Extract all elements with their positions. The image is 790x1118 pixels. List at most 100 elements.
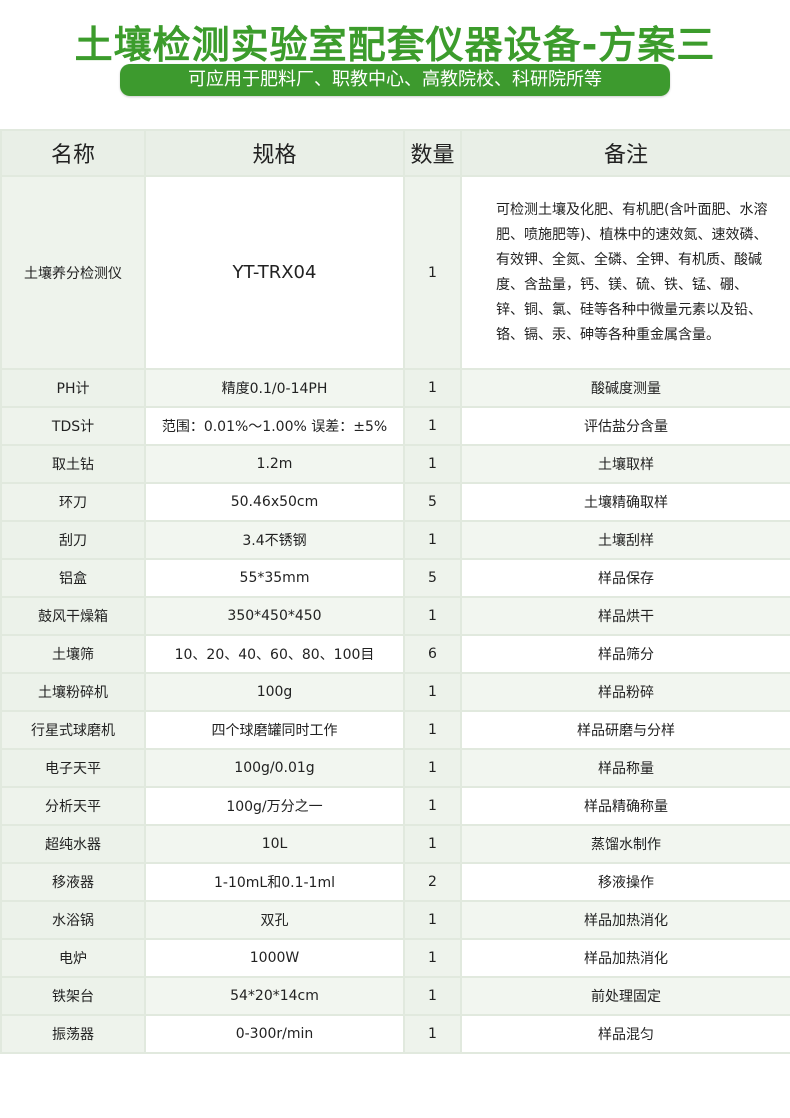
cell-name: 刮刀 [0, 520, 146, 560]
table-row: 土壤粉碎机 100g 1 样品粉碎 [0, 672, 790, 712]
cell-spec: 10、20、40、60、80、100目 [144, 634, 405, 674]
cell-name: 水浴锅 [0, 900, 146, 940]
header-note: 备注 [460, 129, 790, 177]
cell-qty: 1 [403, 824, 462, 864]
cell-qty: 1 [403, 672, 462, 712]
cell-spec: 54*20*14cm [144, 976, 405, 1016]
cell-spec: 100g/0.01g [144, 748, 405, 788]
cell-name: 行星式球磨机 [0, 710, 146, 750]
cell-qty: 1 [403, 368, 462, 408]
cell-spec: 1.2m [144, 444, 405, 484]
cell-name: 土壤粉碎机 [0, 672, 146, 712]
cell-note: 酸碱度测量 [460, 368, 790, 408]
cell-spec: 100g/万分之一 [144, 786, 405, 826]
table-row: 铝盒 55*35mm 5 样品保存 [0, 558, 790, 598]
cell-name: 移液器 [0, 862, 146, 902]
table-row: 取土钻 1.2m 1 土壤取样 [0, 444, 790, 484]
cell-name: 取土钻 [0, 444, 146, 484]
cell-spec: 0-300r/min [144, 1014, 405, 1054]
cell-note: 样品保存 [460, 558, 790, 598]
cell-qty: 1 [403, 976, 462, 1016]
cell-qty: 6 [403, 634, 462, 674]
cell-note: 可检测土壤及化肥、有机肥(含叶面肥、水溶肥、喷施肥等)、植株中的速效氮、速效磷、… [460, 175, 790, 370]
header-qty: 数量 [403, 129, 462, 177]
header-name: 名称 [0, 129, 146, 177]
cell-note: 样品粉碎 [460, 672, 790, 712]
cell-note: 样品精确称量 [460, 786, 790, 826]
cell-qty: 1 [403, 520, 462, 560]
table-row: 电子天平 100g/0.01g 1 样品称量 [0, 748, 790, 788]
header-spec: 规格 [144, 129, 405, 177]
page-title: 土壤检测实验室配套仪器设备-方案三 [74, 23, 716, 67]
table-row: TDS计 范围：0.01%～1.00% 误差：±5% 1 评估盐分含量 [0, 406, 790, 446]
table-row: 超纯水器 10L 1 蒸馏水制作 [0, 824, 790, 864]
cell-qty: 1 [403, 710, 462, 750]
cell-qty: 1 [403, 786, 462, 826]
table-row: 铁架台 54*20*14cm 1 前处理固定 [0, 976, 790, 1016]
table-row: 分析天平 100g/万分之一 1 样品精确称量 [0, 786, 790, 826]
table-row-main: 土壤养分检测仪 YT-TRX04 1 可检测土壤及化肥、有机肥(含叶面肥、水溶肥… [0, 175, 790, 370]
cell-name: 土壤养分检测仪 [0, 175, 146, 370]
cell-spec: 1000W [144, 938, 405, 978]
cell-spec: 双孔 [144, 900, 405, 940]
cell-qty: 1 [403, 175, 462, 370]
cell-qty: 1 [403, 900, 462, 940]
cell-name: 土壤筛 [0, 634, 146, 674]
cell-qty: 1 [403, 1014, 462, 1054]
equipment-table: 名称 规格 数量 备注 土壤养分检测仪 YT-TRX04 1 可检测土壤及化肥、… [0, 129, 790, 1054]
cell-qty: 2 [403, 862, 462, 902]
table-row: 行星式球磨机 四个球磨罐同时工作 1 样品研磨与分样 [0, 710, 790, 750]
cell-qty: 1 [403, 938, 462, 978]
cell-spec: 3.4不锈钢 [144, 520, 405, 560]
table-row: 移液器 1-10mL和0.1-1ml 2 移液操作 [0, 862, 790, 902]
table-row: 刮刀 3.4不锈钢 1 土壤刮样 [0, 520, 790, 560]
cell-spec: 四个球磨罐同时工作 [144, 710, 405, 750]
cell-note: 样品加热消化 [460, 900, 790, 940]
cell-spec: 10L [144, 824, 405, 864]
cell-note: 土壤刮样 [460, 520, 790, 560]
cell-qty: 1 [403, 596, 462, 636]
cell-note: 前处理固定 [460, 976, 790, 1016]
table-row: 环刀 50.46x50cm 5 土壤精确取样 [0, 482, 790, 522]
cell-note: 样品烘干 [460, 596, 790, 636]
cell-note: 样品筛分 [460, 634, 790, 674]
cell-qty: 1 [403, 748, 462, 788]
cell-spec: 50.46x50cm [144, 482, 405, 522]
cell-note: 样品称量 [460, 748, 790, 788]
cell-spec: 范围：0.01%～1.00% 误差：±5% [144, 406, 405, 446]
cell-name: 铁架台 [0, 976, 146, 1016]
cell-spec: 350*450*450 [144, 596, 405, 636]
cell-note: 评估盐分含量 [460, 406, 790, 446]
table-row: 土壤筛 10、20、40、60、80、100目 6 样品筛分 [0, 634, 790, 674]
cell-name: 电子天平 [0, 748, 146, 788]
cell-name: 环刀 [0, 482, 146, 522]
cell-name: 振荡器 [0, 1014, 146, 1054]
table-header: 名称 规格 数量 备注 [0, 129, 790, 177]
cell-note: 土壤取样 [460, 444, 790, 484]
cell-qty: 5 [403, 558, 462, 598]
cell-note: 样品研磨与分样 [460, 710, 790, 750]
table-row: 鼓风干燥箱 350*450*450 1 样品烘干 [0, 596, 790, 636]
cell-name: PH计 [0, 368, 146, 408]
cell-qty: 1 [403, 444, 462, 484]
table-row: PH计 精度0.1/0-14PH 1 酸碱度测量 [0, 368, 790, 408]
cell-note: 土壤精确取样 [460, 482, 790, 522]
cell-note: 样品加热消化 [460, 938, 790, 978]
table-row: 振荡器 0-300r/min 1 样品混匀 [0, 1014, 790, 1054]
cell-name: 分析天平 [0, 786, 146, 826]
cell-qty: 1 [403, 406, 462, 446]
table-row: 电炉 1000W 1 样品加热消化 [0, 938, 790, 978]
cell-note: 移液操作 [460, 862, 790, 902]
cell-name: 鼓风干燥箱 [0, 596, 146, 636]
cell-spec: YT-TRX04 [144, 175, 405, 370]
cell-name: 电炉 [0, 938, 146, 978]
cell-spec: 精度0.1/0-14PH [144, 368, 405, 408]
cell-note: 样品混匀 [460, 1014, 790, 1054]
cell-name: TDS计 [0, 406, 146, 446]
subtitle-banner: 可应用于肥料厂、职教中心、高教院校、科研院所等 [120, 64, 670, 96]
cell-name: 超纯水器 [0, 824, 146, 864]
cell-spec: 55*35mm [144, 558, 405, 598]
cell-spec: 100g [144, 672, 405, 712]
cell-name: 铝盒 [0, 558, 146, 598]
table-row: 水浴锅 双孔 1 样品加热消化 [0, 900, 790, 940]
